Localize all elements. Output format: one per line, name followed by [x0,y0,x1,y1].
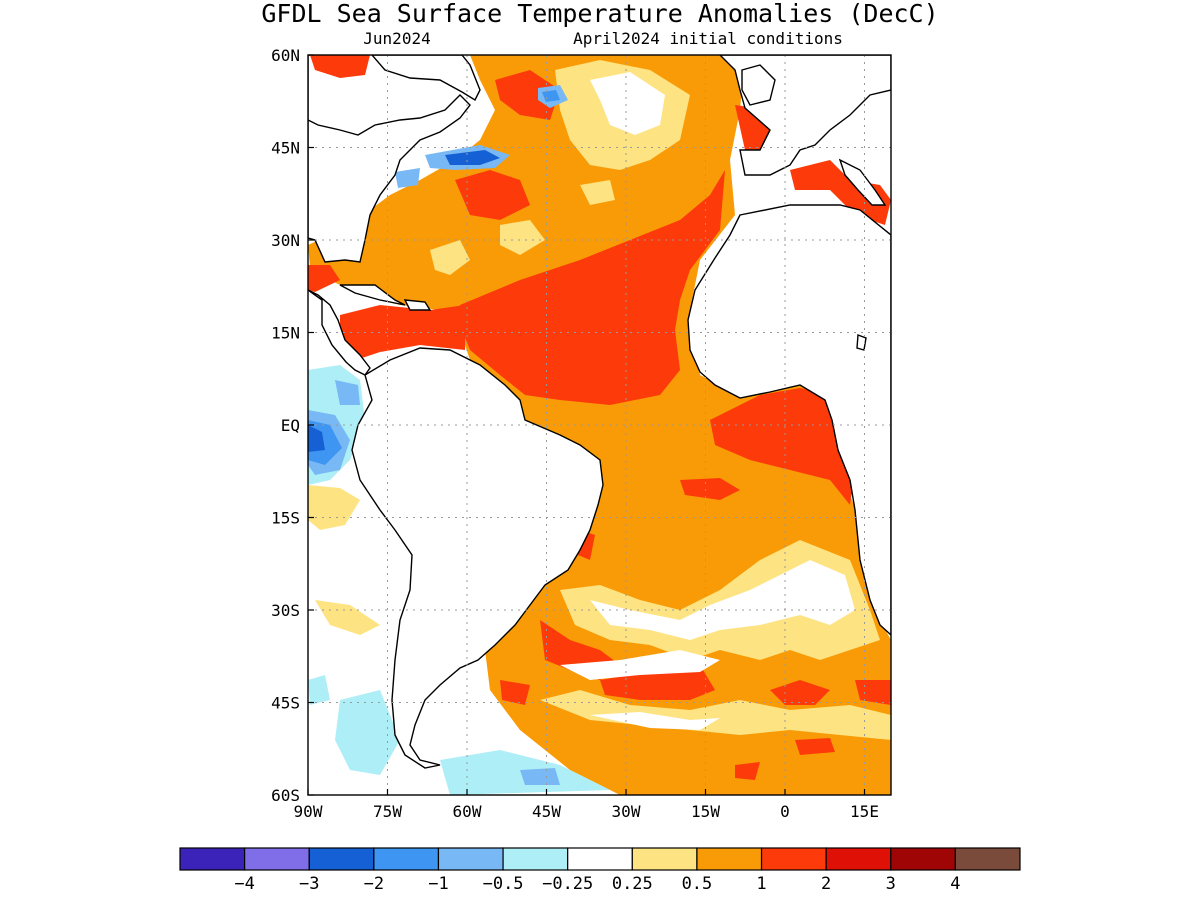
anomaly-region-warm-2-south-3 [500,680,530,705]
lat-tick-label: 60S [271,786,300,805]
colorbar-swatch [631,847,698,871]
map-plot-area [308,55,891,795]
lat-tick-label: 30N [271,231,300,250]
longitude-axis: 90W 75W 60W 45W 30W 15W 0 15E [294,789,879,821]
lon-tick-label: 15W [691,802,720,821]
anomaly-region-cool-05-south [520,768,560,785]
colorbar-label: 2 [821,874,831,894]
anomaly-region-warm-050-north-3 [500,220,545,255]
anomaly-region-cool-2-pacific [308,425,325,452]
anomaly-region-cool-05-pacific-2 [335,380,360,405]
lat-tick-label: 45N [271,139,300,158]
colorbar-label: 0.5 [682,874,713,894]
colorbar-label: 1 [756,874,766,894]
anomaly-region-warm-050-south-2 [540,690,891,740]
hispaniola-landmass [403,299,432,311]
lon-tick-label: 0 [780,802,790,821]
south-america-landmass [351,347,604,769]
africa-landmass [687,204,891,636]
colorbar-swatch [308,847,375,871]
colorbar-swatch [179,847,246,871]
anomaly-region-warm-2-nw-atlantic [455,170,530,220]
anomaly-region-neutral-south-2 [590,712,720,730]
colorbar-swatch [954,847,1021,871]
anomaly-region-warm-2-guinea [710,388,855,505]
anomaly-region-warm-050-pacific-2 [315,600,380,635]
anomaly-region-neutral-north [590,72,665,135]
anomaly-region-warm-2-labrador [495,70,560,120]
anomaly-region-cool-025-gulf [308,675,330,705]
italy-landmass [838,158,887,206]
colorbar-label: −2 [364,874,384,894]
anomaly-region-neutral-south [590,560,855,640]
colorbar-label: −1 [428,874,448,894]
lon-tick-label: 15E [850,802,879,821]
map-gridlines [308,55,891,795]
forecast-month-label: Jun2024 [363,29,430,48]
anomaly-region-warm-2-gulf-of-mexico [308,265,340,292]
figure-title: GFDL Sea Surface Temperature Anomalies (… [261,0,938,28]
anomaly-region-neutral-south-3 [560,650,720,680]
colorbar-swatch [890,847,956,871]
colorbar-swatch [437,847,504,871]
british-isles-landmass [741,64,776,106]
lat-tick-label: 30S [271,601,300,620]
anomaly-region-cool-05-nova-scotia [395,168,420,188]
lat-tick-label: 60N [271,46,300,65]
colorbar-swatch [244,847,310,871]
lon-tick-label: 60W [453,802,482,821]
lon-tick-label: 75W [373,802,402,821]
anomaly-region-warm-2-tropical-north [460,170,725,405]
anomaly-region-cool-025-pacific-south [335,690,400,775]
colorbar-label: −0.5 [483,874,524,894]
north-america-landmass [308,55,471,263]
lon-tick-label: 90W [294,802,323,821]
lat-tick-label: 45S [271,694,300,713]
lon-tick-label: 45W [532,802,561,821]
anomaly-region-warm-050-pacific [308,485,360,530]
lat-tick-label: EQ [281,416,300,435]
colorbar-swatch [696,847,763,871]
anomaly-region-warm-050-north-4 [580,180,615,205]
anomaly-region-warm-2-south-7 [735,762,760,780]
anomaly-region-warm-2-south-2 [600,665,715,700]
greenland-landmass [371,55,481,101]
colorbar-swatch [373,847,440,871]
anomaly-region-warm-2-caribbean [340,305,465,362]
initial-conditions-label: April2024 initial conditions [573,29,843,48]
anomaly-region-warm-2-greenland [310,55,370,78]
colorbar-swatch [567,847,633,871]
anomaly-region-warm-2-south-6 [795,738,835,755]
latitude-axis: 60N 45N 30N 15N EQ 15S 30S 45S 60S [271,46,314,805]
anomaly-region-warm-2-mediterranean [790,160,891,225]
colorbar-label: 4 [950,874,960,894]
anomaly-region-cool-2-nw-atlantic [445,150,500,165]
colorbar-label: 0.25 [612,874,653,894]
colorbar: −4 −3 −2 −1 −0.5 −0.25 0.25 0.5 1 2 3 4 [179,847,1021,894]
lon-tick-label: 30W [612,802,641,821]
cuba-landmass [339,284,406,306]
colorbar-label: 3 [886,874,896,894]
lat-tick-label: 15N [271,324,300,343]
mexico-central-america-landmass [308,289,371,376]
colorbar-label: −0.25 [542,874,593,894]
colorbar-swatch [760,847,827,871]
colorbar-label: −4 [234,874,254,894]
lat-tick-label: 15S [271,509,300,528]
anomaly-region-warm-050-north-2 [430,240,470,275]
anomaly-region-warm-2-patch [680,478,740,500]
colorbar-label: −3 [299,874,319,894]
colorbar-swatch [825,847,892,871]
colorbar-swatch [502,847,569,871]
